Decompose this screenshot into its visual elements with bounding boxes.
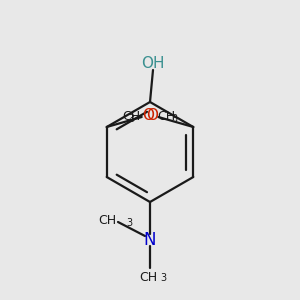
Text: H: H: [152, 56, 164, 71]
Text: N: N: [144, 231, 156, 249]
Text: CH: CH: [98, 214, 116, 226]
Text: O: O: [146, 109, 158, 124]
Text: O: O: [142, 109, 154, 124]
Text: 3: 3: [126, 218, 132, 228]
Text: 3: 3: [172, 114, 178, 124]
Text: O: O: [141, 56, 153, 71]
Text: 3: 3: [128, 114, 134, 124]
Text: CH: CH: [158, 110, 176, 122]
Text: 3: 3: [160, 273, 166, 283]
Text: CH: CH: [122, 110, 140, 122]
Text: CH: CH: [139, 271, 157, 284]
